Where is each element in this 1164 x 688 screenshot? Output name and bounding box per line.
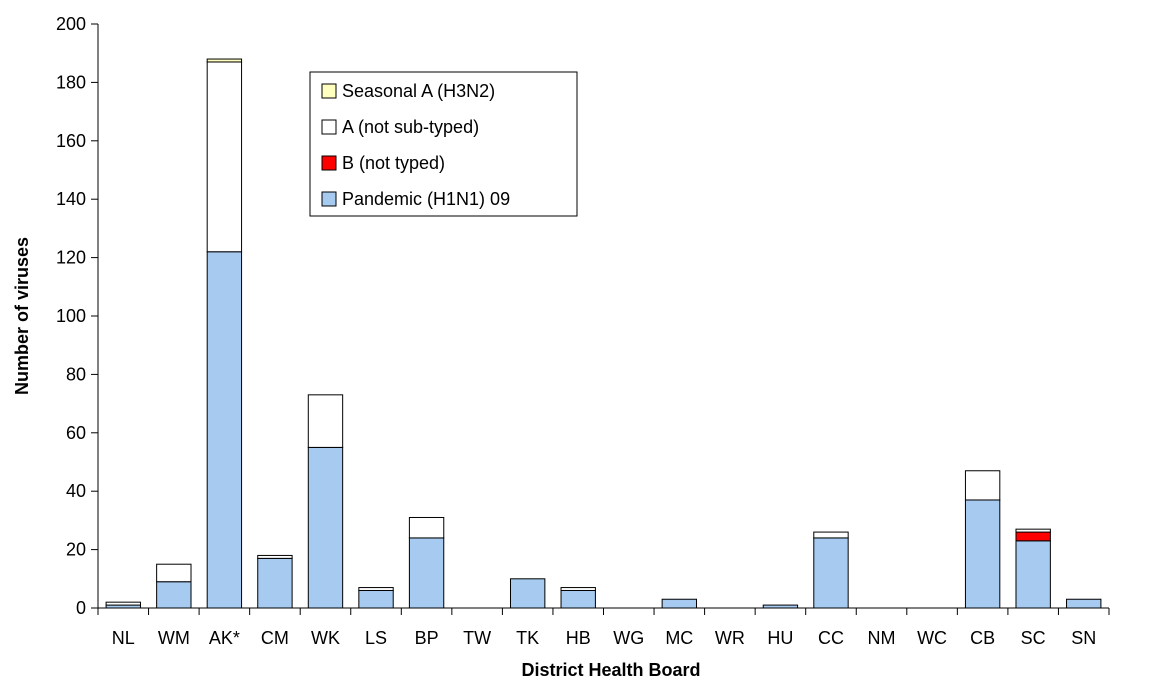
y-axis: 0 20 40 60 80 100 120 140 160 180 200 <box>56 14 99 618</box>
bar-segment <box>661 598 698 609</box>
x-tick-label: NM <box>868 628 896 648</box>
legend-swatch <box>321 155 337 171</box>
x-axis-title: District Health Board <box>521 660 700 680</box>
x-tick-label: MC <box>665 628 693 648</box>
y-tick-label: 180 <box>56 72 86 92</box>
x-tick-label: WG <box>613 628 644 648</box>
y-tick-label: 40 <box>66 481 86 501</box>
legend-swatch <box>321 119 337 135</box>
y-tick-label: 100 <box>56 306 86 326</box>
bars <box>105 58 1102 609</box>
legend-label: Pandemic (H1N1) 09 <box>342 189 510 209</box>
y-tick-label: 140 <box>56 189 86 209</box>
x-tick-label: HB <box>566 628 591 648</box>
y-tick-label: 20 <box>66 540 86 560</box>
bar-segment <box>257 557 293 609</box>
bar-segment <box>307 394 344 448</box>
y-tick-label: 200 <box>56 14 86 34</box>
x-tick-label: WC <box>917 628 947 648</box>
x-tick-label: TW <box>463 628 491 648</box>
x-tick-label: SC <box>1021 628 1046 648</box>
bar-segment <box>813 537 849 609</box>
legend-box <box>309 71 578 217</box>
x-tick-label: CM <box>261 628 289 648</box>
bar-segment <box>813 531 849 539</box>
bar-segment <box>408 516 445 539</box>
bar-segment <box>358 589 394 609</box>
bar-segment <box>964 470 1001 501</box>
x-axis: NL WM AK* CM WK LS BP TW TK HB WG MC WR HU CC NM WC CB SC S… <box>97 607 1110 648</box>
bar-segment <box>206 58 243 63</box>
bar-segment <box>1015 540 1051 609</box>
x-tick-label: CB <box>970 628 995 648</box>
bar-segment <box>1015 528 1051 533</box>
legend-label: Seasonal A (H3N2) <box>342 81 495 101</box>
x-tick-label: WR <box>715 628 745 648</box>
bar-segment <box>206 251 243 609</box>
y-tick-label: 120 <box>56 248 86 268</box>
bar-segment <box>560 587 596 591</box>
bar-segment <box>156 581 192 609</box>
y-tick-label: 80 <box>66 364 86 384</box>
bar-segment <box>408 537 445 609</box>
legend: Seasonal A (H3N2) A (not sub-typed) B (not… <box>309 71 578 217</box>
y-tick-label: 0 <box>76 598 86 618</box>
bar-segment <box>964 499 1001 609</box>
x-tick-label: AK* <box>209 628 240 648</box>
bar-segment <box>307 446 344 609</box>
x-tick-label: NL <box>112 628 135 648</box>
y-tick-label: 160 <box>56 131 86 151</box>
legend-label: B (not typed) <box>342 153 445 173</box>
x-tick-label: CC <box>818 628 844 648</box>
bar-segment <box>257 554 293 559</box>
x-tick-label: WM <box>158 628 190 648</box>
bar-segment <box>509 578 546 609</box>
bar-segment <box>156 563 192 583</box>
x-tick-label: WK <box>311 628 340 648</box>
y-tick-label: 60 <box>66 423 86 443</box>
bar-segment <box>1015 531 1051 542</box>
legend-swatch <box>321 191 337 207</box>
x-tick-label: BP <box>415 628 439 648</box>
legend-swatch <box>321 83 337 99</box>
x-tick-label: LS <box>365 628 387 648</box>
y-axis-title: Number of viruses <box>12 237 32 395</box>
bar-segment <box>358 587 394 591</box>
bar-segment <box>105 601 141 606</box>
x-tick-label: SN <box>1071 628 1096 648</box>
legend-label: A (not sub-typed) <box>342 117 479 137</box>
bar-segment <box>206 61 243 253</box>
x-tick-label: TK <box>516 628 539 648</box>
x-tick-label: HU <box>767 628 793 648</box>
bar-segment <box>1066 598 1102 609</box>
bar-segment <box>560 589 596 609</box>
